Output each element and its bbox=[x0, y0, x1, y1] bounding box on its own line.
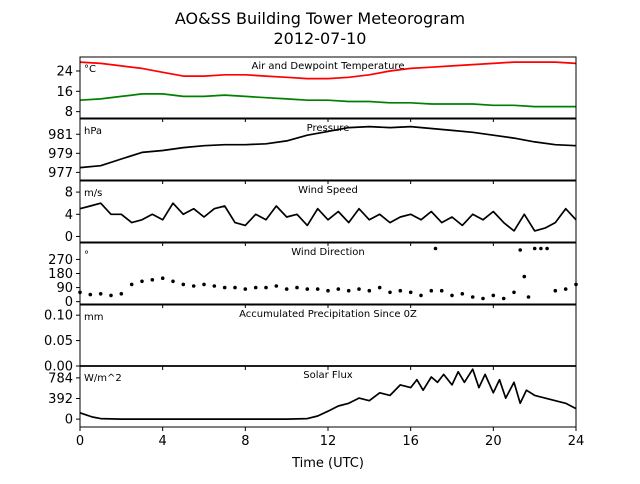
panel-6-ytick-label-3: 784 bbox=[48, 371, 73, 386]
panel-4-ytick-label-2: 90 bbox=[56, 281, 73, 296]
panel-4-point-23 bbox=[305, 287, 310, 291]
x-tick-label-3: 8 bbox=[241, 434, 249, 449]
panel-4-point-9 bbox=[160, 276, 165, 281]
x-tick-label-7: 24 bbox=[568, 434, 585, 449]
panel-4-point-38 bbox=[450, 293, 454, 298]
panel-4-point-48 bbox=[532, 246, 537, 251]
panel-4-point-50 bbox=[545, 246, 549, 251]
figure-title: AO&SS Building Tower Meteorogram bbox=[175, 9, 465, 28]
figure-subtitle: 2012-07-10 bbox=[274, 29, 367, 48]
x-axis-label: Time (UTC) bbox=[291, 456, 364, 471]
panel-4-point-4 bbox=[109, 293, 113, 298]
panel-3-unit-label: m/s bbox=[84, 188, 102, 199]
panel-5-unit-label: mm bbox=[84, 312, 103, 323]
panel-4-point-21 bbox=[284, 287, 289, 291]
panel-4-point-34 bbox=[419, 293, 423, 298]
panel-1-ytick-label-3: 24 bbox=[56, 64, 73, 79]
panel-2-series-1-line bbox=[79, 125, 577, 169]
panel-4-point-44 bbox=[512, 290, 516, 295]
panel-5-title: Accumulated Precipitation Since 0Z bbox=[239, 309, 417, 320]
x-tick-label-1: 0 bbox=[76, 434, 84, 449]
panel-4-point-18 bbox=[253, 285, 258, 290]
panel-2-ytick-label-2: 979 bbox=[48, 147, 73, 162]
panel-5-ytick-label-2: 0.05 bbox=[44, 334, 73, 349]
panel-6-series-1-line bbox=[79, 368, 577, 420]
panel-4-point-20 bbox=[274, 284, 279, 288]
panel-4-point-43 bbox=[501, 296, 506, 301]
panel-4-point-13 bbox=[202, 282, 206, 287]
panel-4-point-14 bbox=[212, 284, 217, 288]
panel-1-series-2-line bbox=[79, 93, 576, 108]
panel-4-point-10 bbox=[171, 279, 175, 284]
panel-4-point-39 bbox=[460, 292, 465, 296]
panel-2-unit-label: hPa bbox=[84, 126, 102, 137]
x-tick-label-6: 20 bbox=[485, 434, 502, 449]
panel-4-ytick-label-3: 180 bbox=[48, 267, 73, 282]
panel-4-point-32 bbox=[398, 288, 403, 293]
panel-4-point-29 bbox=[367, 288, 372, 293]
panel-5-ytick-label-1: 0.00 bbox=[44, 360, 73, 375]
panel-4-point-3 bbox=[98, 292, 103, 296]
x-tick-label-5: 16 bbox=[402, 434, 419, 449]
panel-4-point-2 bbox=[88, 292, 93, 297]
panel-4-point-8 bbox=[150, 278, 155, 282]
panel-4-point-16 bbox=[233, 285, 237, 290]
panel-4-point-46 bbox=[522, 274, 527, 279]
panel-4-point-26 bbox=[336, 287, 341, 291]
panel-4-point-11 bbox=[181, 282, 186, 287]
panel-1-ytick-label-1: 8 bbox=[65, 105, 73, 120]
panel-4-ytick-label-4: 270 bbox=[48, 253, 73, 268]
panel-4-point-45 bbox=[518, 248, 522, 252]
panel-4-ytick-label-1: 0 bbox=[65, 295, 73, 310]
panel-1-title: Air and Dewpoint Temperature bbox=[252, 61, 405, 72]
panel-4-point-6 bbox=[129, 282, 134, 287]
panel-4-point-25 bbox=[326, 288, 330, 293]
x-tick-label-2: 4 bbox=[159, 434, 167, 449]
panel-4-point-31 bbox=[388, 290, 392, 295]
panel-3-ytick-label-1: 0 bbox=[65, 230, 73, 245]
panel-6-title: Solar Flux bbox=[303, 370, 353, 381]
panel-4-point-15 bbox=[222, 285, 227, 290]
panel-4-point-24 bbox=[315, 287, 320, 291]
panel-4-point-30 bbox=[377, 285, 382, 290]
panel-4-point-5 bbox=[119, 292, 124, 296]
panel-4-point-17 bbox=[243, 287, 248, 291]
panel-1-series-1-line bbox=[79, 61, 577, 80]
panel-4-point-40 bbox=[470, 295, 475, 299]
panel-5-ytick-label-3: 0.10 bbox=[44, 309, 73, 324]
panel-4-point-41 bbox=[481, 296, 485, 301]
panel-2-ytick-label-3: 981 bbox=[48, 128, 73, 143]
panel-4-point-37 bbox=[439, 288, 444, 293]
panel-6-ytick-label-2: 392 bbox=[48, 392, 73, 407]
x-tick-label-4: 12 bbox=[320, 434, 337, 449]
panel-4-point-33 bbox=[408, 290, 413, 295]
panel-6-ytick-label-1: 0 bbox=[65, 413, 73, 428]
panel-1-unit-label: °C bbox=[84, 64, 96, 75]
panel-4-point-36 bbox=[433, 246, 438, 251]
panel-4-point-51 bbox=[553, 288, 558, 293]
panel-6-unit-label: W/m^2 bbox=[84, 373, 122, 384]
panel-4-point-49 bbox=[539, 246, 543, 251]
panel-4-point-28 bbox=[357, 287, 361, 291]
panel-3-ytick-label-2: 4 bbox=[65, 208, 73, 223]
panel-4-point-19 bbox=[264, 285, 268, 290]
panel-4-point-47 bbox=[526, 295, 531, 299]
panel-4-point-35 bbox=[429, 288, 434, 293]
panel-3-ytick-label-3: 8 bbox=[65, 186, 73, 201]
panel-4-point-22 bbox=[295, 285, 299, 290]
panel-4-unit-label: ° bbox=[84, 250, 89, 261]
panel-4-point-12 bbox=[191, 284, 196, 288]
panel-4-point-7 bbox=[140, 279, 144, 284]
panel-3-title: Wind Speed bbox=[298, 185, 358, 196]
panel-2-title: Pressure bbox=[307, 123, 350, 134]
panel-4-title: Wind Direction bbox=[291, 247, 365, 258]
panel-4-point-42 bbox=[491, 293, 496, 298]
panel-2-ytick-label-1: 977 bbox=[48, 166, 73, 181]
panel-1-ytick-label-2: 16 bbox=[56, 85, 73, 100]
panel-3-series-1-line bbox=[79, 202, 577, 232]
panel-4-point-27 bbox=[346, 288, 351, 293]
panel-4-point-52 bbox=[563, 287, 568, 291]
